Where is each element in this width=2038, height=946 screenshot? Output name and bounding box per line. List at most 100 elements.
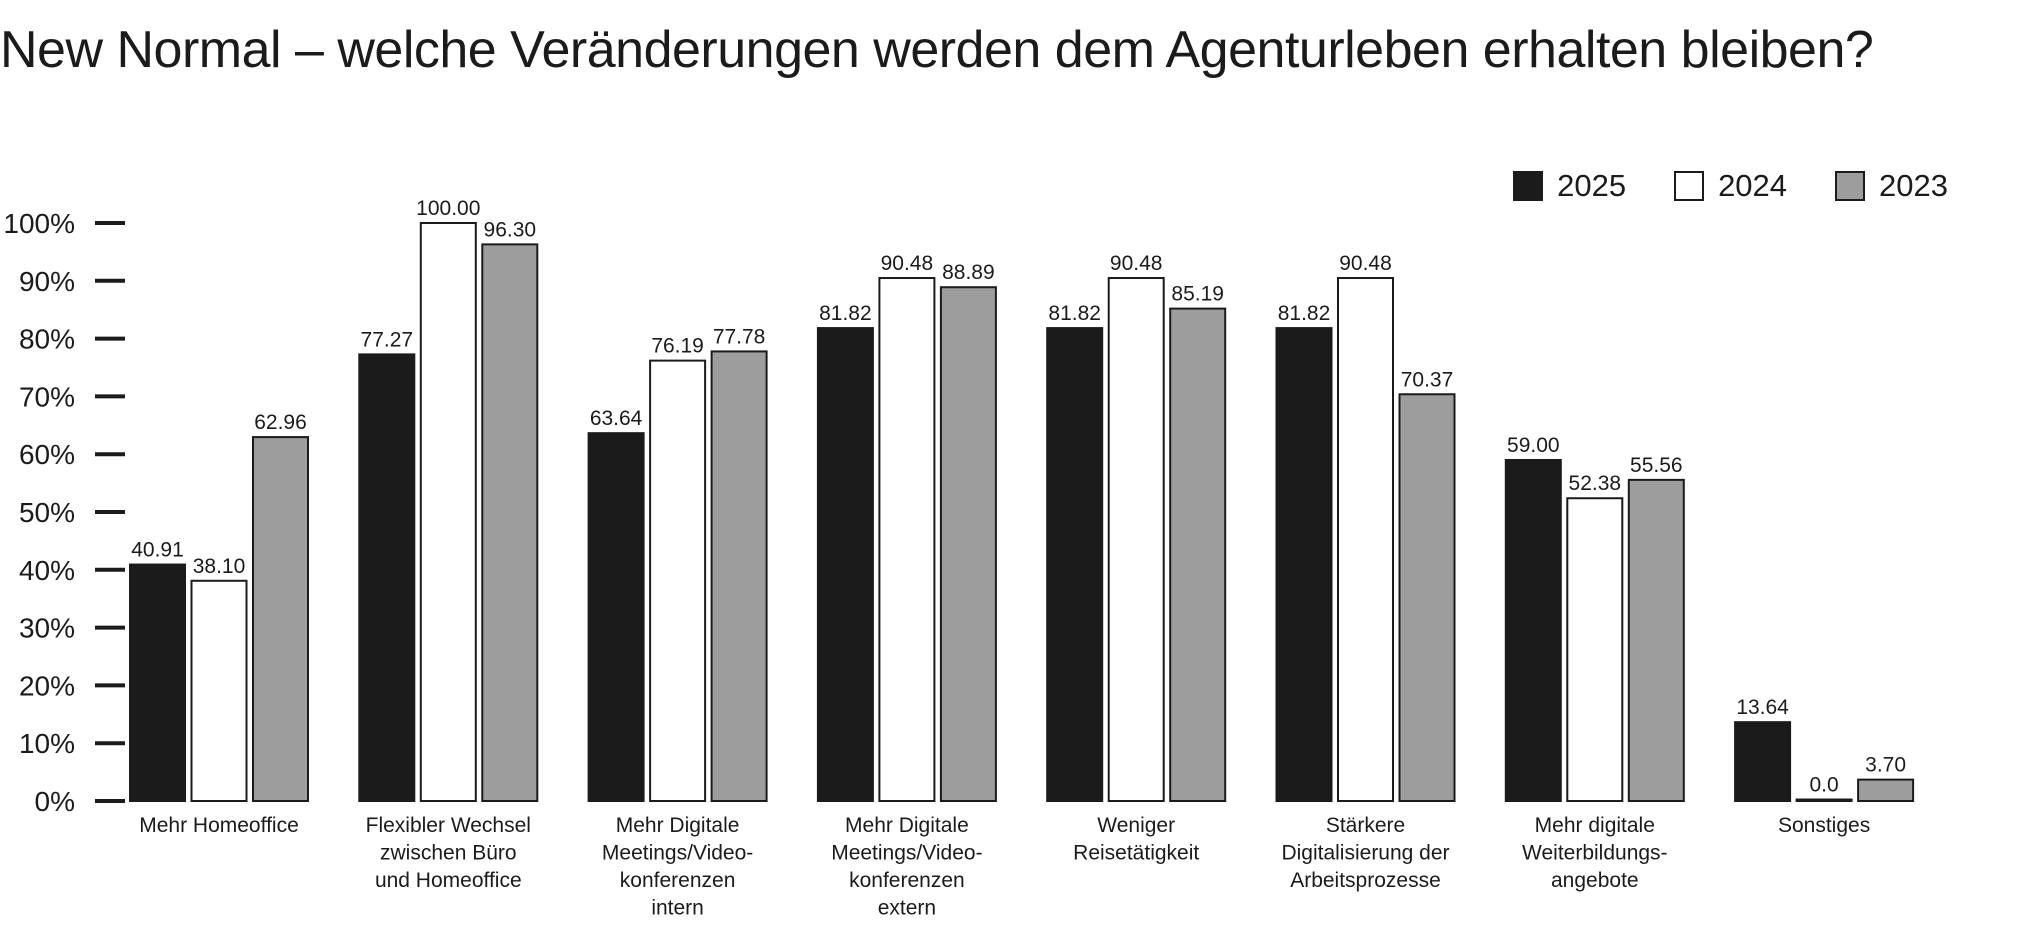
bar-value-label: 52.38 <box>1569 472 1622 495</box>
bar-value-label: 96.30 <box>484 218 537 241</box>
y-axis: 0% 10% 20% 30% 40% 50% 60% 70% 80% 90% 100% <box>3 208 125 817</box>
bar-value-label: 55.56 <box>1630 454 1683 477</box>
category-label-line: Stärkere <box>1326 814 1405 837</box>
bar-value-label: 81.82 <box>1278 302 1331 325</box>
bar-value-label: 63.64 <box>590 407 643 430</box>
legend-label-2024: 2024 <box>1718 168 1788 203</box>
legend-swatch-2023 <box>1835 171 1866 201</box>
bar-2023 <box>1169 307 1227 802</box>
category-label-line: konferenzen <box>849 869 965 892</box>
legend-swatch-2024 <box>1674 171 1705 201</box>
bar-value-label: 77.27 <box>361 328 414 351</box>
bar-2023 <box>939 286 997 802</box>
category-label-line: Sonstiges <box>1778 814 1870 837</box>
category-label: Mehr Homeoffice <box>139 814 299 837</box>
category-label: Mehr Digitale Meetings/Video-konferenzen i… <box>602 814 753 920</box>
category-label-line: Meetings/Video- <box>602 842 753 865</box>
bar-2025 <box>129 563 186 803</box>
bar-value-label: 90.48 <box>1110 252 1163 275</box>
category-label: Flexibler Wechsel zwischen Büro und Homeof… <box>366 814 531 892</box>
bar-value-label: 3.70 <box>1865 754 1906 777</box>
category-label-line: Mehr digitale <box>1535 814 1655 837</box>
category-label: Mehr Digitale Meetings/Video-konferenzen e… <box>831 814 982 920</box>
y-tick-label: 50% <box>19 497 75 528</box>
category-label-line: Weniger <box>1097 814 1175 837</box>
y-tick-label: 100% <box>3 208 75 239</box>
bar-2023 <box>252 436 309 802</box>
bar-value-label: 85.19 <box>1171 283 1224 306</box>
bar-2024 <box>878 277 936 803</box>
bar-2024 <box>649 359 707 802</box>
bar-2024 <box>1795 798 1853 802</box>
legend: 2025 2024 2023 <box>1513 168 1948 204</box>
legend-label-2025: 2025 <box>1557 168 1627 203</box>
bar-2024 <box>1337 277 1394 803</box>
bar-value-label: 100.00 <box>416 197 480 220</box>
bar-2023 <box>1627 478 1685 802</box>
y-tick-label: 30% <box>19 613 75 644</box>
category-label-line: konferenzen <box>620 869 736 892</box>
bar-value-label: 81.82 <box>1048 302 1101 325</box>
bar-value-label: 90.48 <box>881 252 934 275</box>
y-tick-label: 70% <box>19 381 75 412</box>
legend-label-2023: 2023 <box>1879 168 1948 203</box>
bar-2025 <box>816 327 874 802</box>
y-tick-label: 60% <box>19 439 75 470</box>
category-label-line: Digitalisierung der <box>1281 842 1449 865</box>
bar-value-label: 81.82 <box>819 302 872 325</box>
bar-2023 <box>1398 393 1456 802</box>
bar-value-label: 70.37 <box>1401 368 1454 391</box>
bars <box>129 222 1915 803</box>
category-label: Weniger Reisetätigkeit <box>1073 814 1199 865</box>
bar-value-label: 76.19 <box>651 335 704 358</box>
bar-2025 <box>358 353 416 802</box>
bar-value-label: 59.00 <box>1507 434 1560 457</box>
category-label-line: angebote <box>1551 869 1639 892</box>
category-label-line: Meetings/Video- <box>831 842 982 865</box>
category-label-line: Weiterbildungs- <box>1522 842 1668 865</box>
bar-2025 <box>1046 327 1104 802</box>
category-label-line: extern <box>878 897 936 920</box>
y-tick-label: 80% <box>19 324 75 355</box>
legend-item-2025: 2025 <box>1513 168 1626 204</box>
category-label-line: Reisetätigkeit <box>1073 842 1199 865</box>
category-label-line: Mehr Digitale <box>845 814 969 837</box>
legend-swatch-2025 <box>1513 171 1544 201</box>
category-label-line: zwischen Büro <box>380 842 517 865</box>
bar-value-label: 90.48 <box>1339 252 1392 275</box>
y-tick-label: 0% <box>35 786 75 817</box>
bar-2025 <box>1734 721 1792 803</box>
category-label: Sonstiges <box>1778 814 1870 837</box>
bar-2025 <box>1275 327 1333 802</box>
category-labels: Mehr Homeoffice Flexibler Wechsel zwischen… <box>139 814 1870 920</box>
bar-2025 <box>1504 458 1562 802</box>
category-label-line: und Homeoffice <box>375 869 522 892</box>
bar-2023 <box>1857 778 1915 803</box>
bar-2025 <box>587 432 645 802</box>
category-label-line: intern <box>651 897 704 920</box>
bar-value-label: 38.10 <box>193 555 246 578</box>
chart-title: New Normal – welche Veränderungen werden… <box>0 21 1874 79</box>
bar-2024 <box>1566 497 1624 802</box>
legend-item-2024: 2024 <box>1674 168 1787 204</box>
y-tick-label: 90% <box>19 266 75 297</box>
category-label: Stärkere Digitalisierung der Arbeitsprozes… <box>1281 814 1449 892</box>
bar-2023 <box>710 350 768 802</box>
bar-value-label: 62.96 <box>254 411 307 434</box>
bar-value-label: 0.0 <box>1809 774 1838 797</box>
category-label-line: Mehr Homeoffice <box>139 814 299 837</box>
bar-2024 <box>1107 277 1165 803</box>
bar-value-label: 77.78 <box>713 325 766 348</box>
bar-2024 <box>419 222 477 802</box>
bar-value-label: 40.91 <box>131 539 184 562</box>
bar-value-label: 88.89 <box>942 261 995 284</box>
bar-2024 <box>190 579 248 802</box>
bar-2023 <box>481 243 539 803</box>
category-label-line: Flexibler Wechsel <box>366 814 531 837</box>
category-label-line: Arbeitsprozesse <box>1290 869 1441 892</box>
y-tick-label: 20% <box>19 670 75 701</box>
y-tick-label: 40% <box>19 555 75 586</box>
category-label-line: Mehr Digitale <box>616 814 740 837</box>
